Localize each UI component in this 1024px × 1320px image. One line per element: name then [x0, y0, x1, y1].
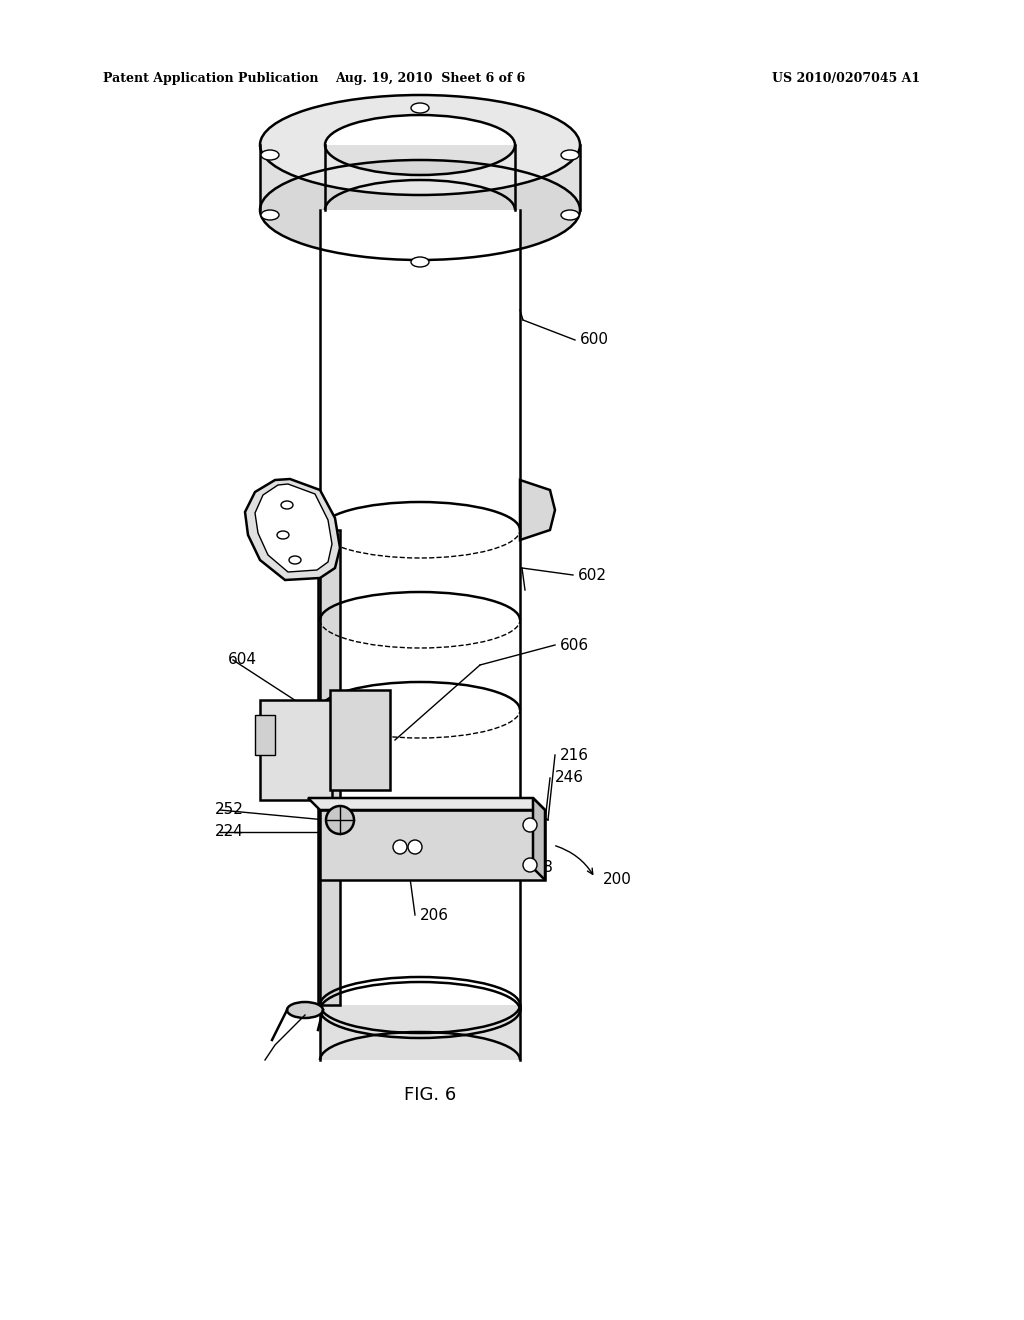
Ellipse shape: [261, 210, 279, 220]
Circle shape: [393, 840, 407, 854]
Polygon shape: [534, 799, 545, 880]
Text: Patent Application Publication: Patent Application Publication: [103, 73, 318, 84]
Text: 200: 200: [603, 873, 632, 887]
Polygon shape: [255, 715, 275, 755]
Ellipse shape: [278, 531, 289, 539]
Ellipse shape: [561, 150, 579, 160]
Text: 606: 606: [560, 638, 589, 652]
Text: Aug. 19, 2010  Sheet 6 of 6: Aug. 19, 2010 Sheet 6 of 6: [335, 73, 525, 84]
Circle shape: [523, 858, 537, 873]
Text: 246: 246: [555, 771, 584, 785]
Polygon shape: [255, 484, 332, 572]
Ellipse shape: [289, 556, 301, 564]
Text: 218: 218: [525, 861, 554, 875]
Polygon shape: [308, 799, 545, 810]
Text: 220: 220: [432, 813, 461, 828]
Polygon shape: [260, 145, 580, 210]
Polygon shape: [330, 690, 390, 789]
Text: 252: 252: [215, 803, 244, 817]
Text: 222: 222: [432, 834, 461, 850]
Polygon shape: [260, 700, 332, 800]
Polygon shape: [319, 210, 520, 1010]
Ellipse shape: [561, 210, 579, 220]
Text: 604: 604: [228, 652, 257, 668]
Circle shape: [326, 807, 354, 834]
Text: 600: 600: [580, 333, 609, 347]
Ellipse shape: [260, 160, 580, 260]
Text: US 2010/0207045 A1: US 2010/0207045 A1: [772, 73, 920, 84]
Polygon shape: [260, 95, 580, 195]
Polygon shape: [245, 479, 340, 579]
Text: 206: 206: [420, 908, 449, 923]
Text: FIG. 6: FIG. 6: [403, 1086, 456, 1104]
Ellipse shape: [261, 150, 279, 160]
Polygon shape: [520, 480, 555, 540]
Text: 602: 602: [578, 568, 607, 582]
Ellipse shape: [287, 1002, 323, 1018]
Ellipse shape: [411, 257, 429, 267]
Polygon shape: [319, 810, 545, 880]
Polygon shape: [318, 531, 340, 1005]
Text: 224: 224: [215, 825, 244, 840]
Polygon shape: [319, 1005, 520, 1060]
Circle shape: [408, 840, 422, 854]
Text: 216: 216: [560, 747, 589, 763]
Ellipse shape: [281, 502, 293, 510]
Circle shape: [523, 818, 537, 832]
Ellipse shape: [411, 103, 429, 114]
